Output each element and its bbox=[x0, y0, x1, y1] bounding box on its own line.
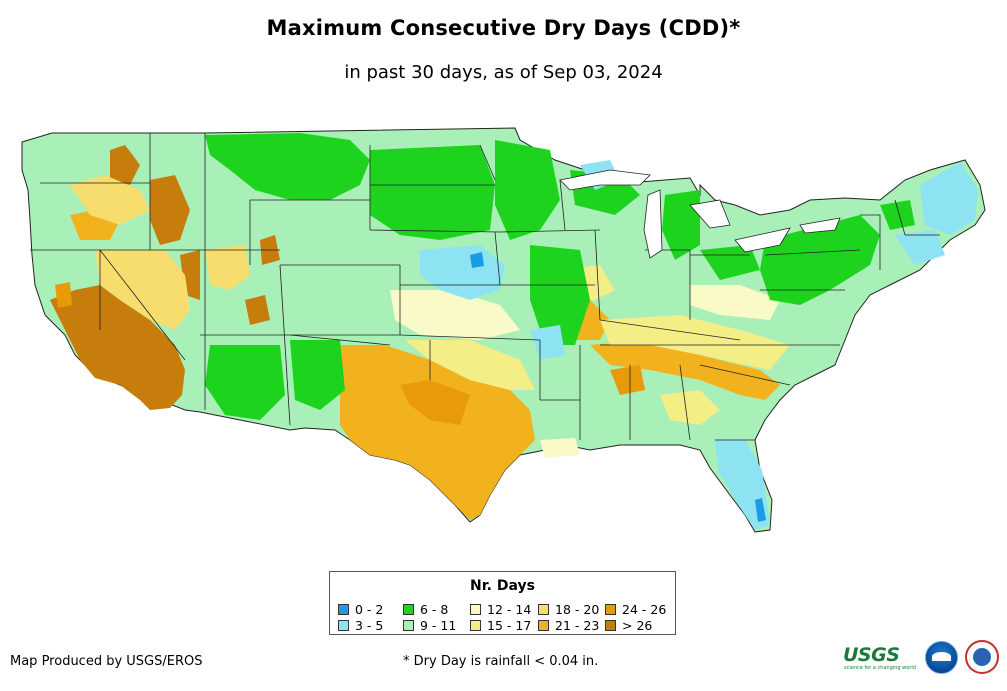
legend-item: 24 - 26 bbox=[605, 602, 666, 617]
map-subtitle: in past 30 days, as of Sep 03, 2024 bbox=[344, 62, 663, 83]
legend-label: 21 - 23 bbox=[555, 618, 600, 633]
legend-box: Nr. Days 0 - 2 3 - 5 6 - 8 9 - 11 12 - 1… bbox=[329, 571, 676, 635]
usgs-tagline: science for a changing world bbox=[844, 665, 916, 671]
legend-swatch bbox=[605, 620, 616, 631]
cdd-21-23-regions bbox=[70, 210, 780, 520]
legend-label: 12 - 14 bbox=[487, 602, 532, 617]
cdd-18-20-regions bbox=[70, 175, 250, 330]
legend-label: 18 - 20 bbox=[555, 602, 600, 617]
agency-logos: USGS science for a changing world bbox=[843, 640, 1003, 678]
legend-item: > 26 bbox=[605, 618, 652, 633]
cdd-0-2-regions bbox=[470, 252, 766, 522]
legend-label: 24 - 26 bbox=[622, 602, 667, 617]
legend-swatch bbox=[403, 620, 414, 631]
great-lakes bbox=[559, 169, 841, 259]
cdd-6-8-regions bbox=[205, 133, 915, 420]
legend-item: 21 - 23 bbox=[538, 618, 599, 633]
legend-swatch bbox=[605, 604, 616, 615]
legend-item: 9 - 11 bbox=[403, 618, 456, 633]
legend-swatch bbox=[470, 604, 481, 615]
legend-swatch bbox=[470, 620, 481, 631]
legend-label: 15 - 17 bbox=[487, 618, 532, 633]
legend-label: > 26 bbox=[622, 618, 653, 633]
legend-item: 18 - 20 bbox=[538, 602, 599, 617]
map-credit: Map Produced by USGS/EROS bbox=[10, 654, 203, 669]
cdd-24-26-regions bbox=[55, 282, 645, 425]
legend-label: 6 - 8 bbox=[420, 602, 449, 617]
legend-item: 6 - 8 bbox=[403, 602, 448, 617]
nws-logo-icon bbox=[965, 640, 999, 674]
legend-swatch bbox=[538, 620, 549, 631]
noaa-logo-icon bbox=[925, 641, 958, 674]
legend-swatch bbox=[538, 604, 549, 615]
legend-label: 9 - 11 bbox=[420, 618, 457, 633]
dry-day-footnote: * Dry Day is rainfall < 0.04 in. bbox=[403, 654, 599, 669]
legend-label: 3 - 5 bbox=[355, 618, 384, 633]
legend-item: 15 - 17 bbox=[470, 618, 531, 633]
cdd-12-14-regions bbox=[390, 285, 780, 458]
legend-item: 3 - 5 bbox=[338, 618, 383, 633]
legend-title: Nr. Days bbox=[470, 578, 535, 594]
legend-item: 0 - 2 bbox=[338, 602, 383, 617]
legend-swatch bbox=[338, 604, 349, 615]
legend-swatch bbox=[403, 604, 414, 615]
map-title: Maximum Consecutive Dry Days (CDD)* bbox=[266, 16, 741, 40]
usgs-logo: USGS bbox=[843, 644, 900, 666]
legend-swatch bbox=[338, 620, 349, 631]
legend-label: 0 - 2 bbox=[355, 602, 384, 617]
legend-item: 12 - 14 bbox=[470, 602, 531, 617]
